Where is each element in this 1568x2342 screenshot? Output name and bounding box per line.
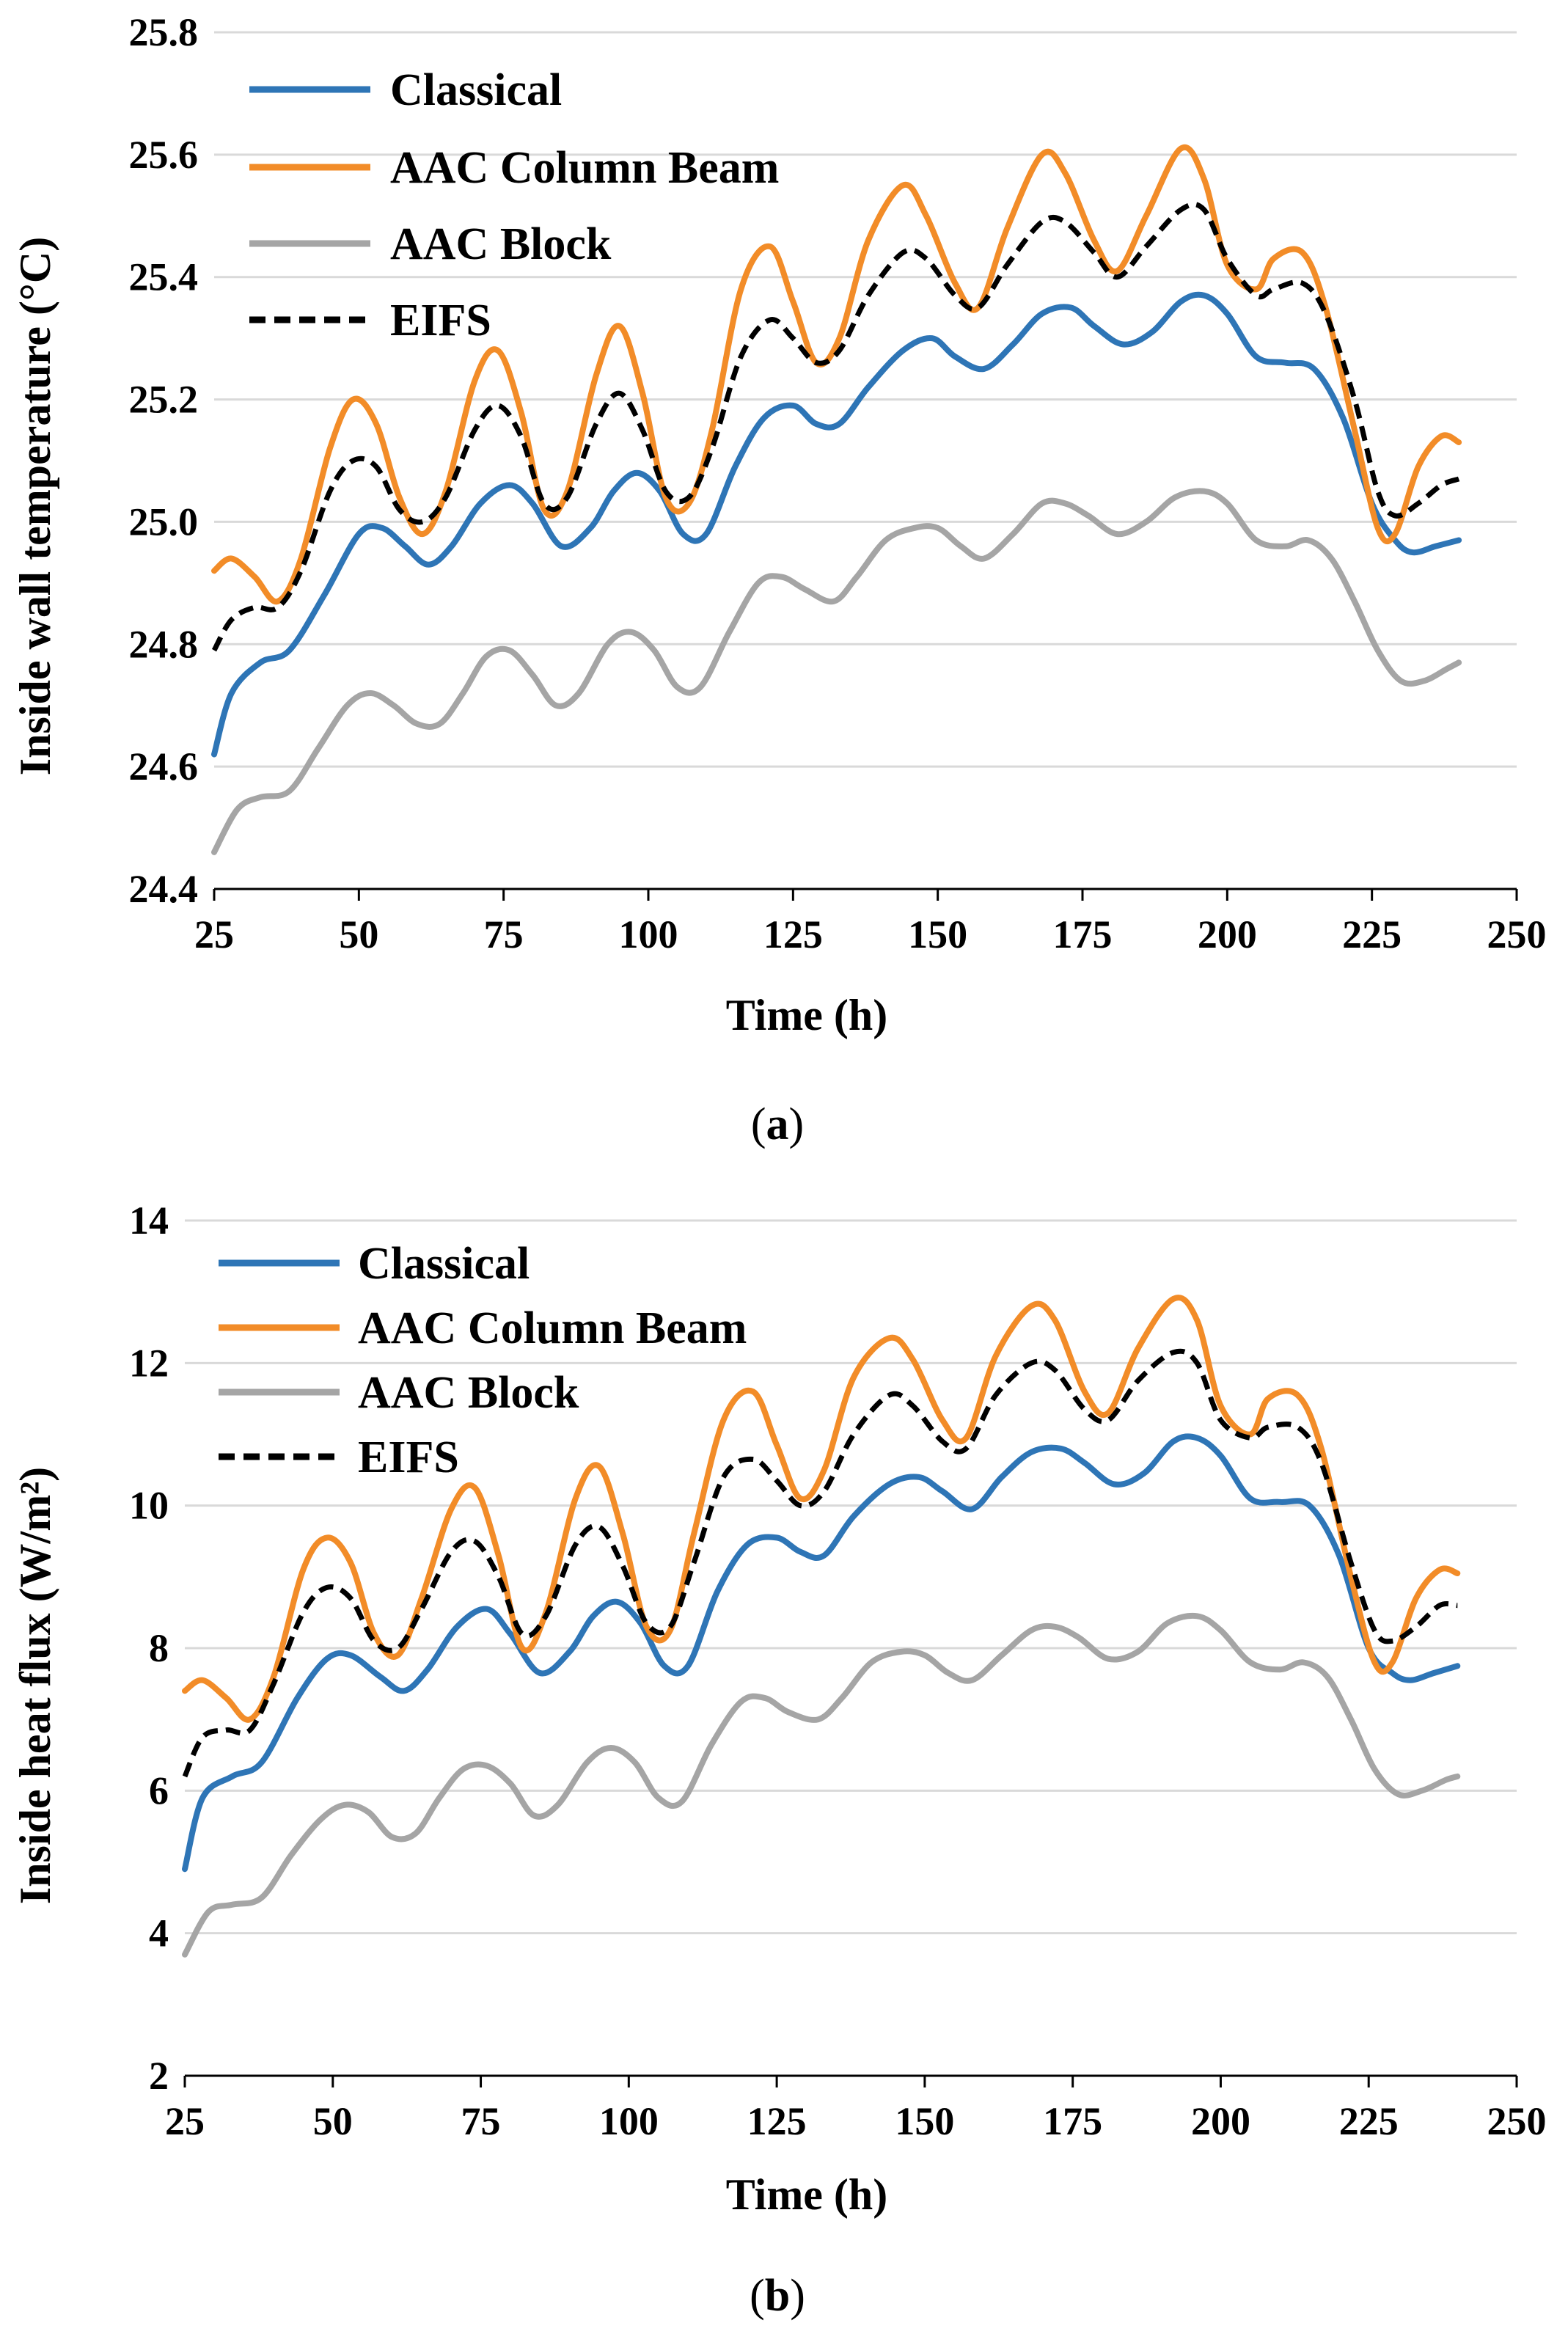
y-tick-label: 10 (129, 1484, 169, 1528)
caption-b: (b) (750, 2271, 805, 2321)
series-line-eifs-a (211, 202, 1460, 652)
y-tick-label: 8 (149, 1626, 169, 1670)
y-tick-label: 6 (149, 1768, 169, 1812)
y-tick-label: 25.6 (129, 133, 199, 177)
legend-label-eifs-a: EIFS (390, 296, 491, 345)
y-tick-label: 25.0 (129, 499, 199, 544)
x-tick-label: 175 (1043, 2099, 1102, 2143)
caption-b-letter: b (765, 2271, 790, 2321)
series-line-classical-b (182, 1433, 1461, 1873)
series-line-aac-block-b (182, 1612, 1461, 1958)
legend-label-aac-block-b: AAC Block (358, 1368, 579, 1418)
x-tick-label: 25 (194, 912, 234, 956)
x-axis-title-b: Time (h) (726, 2170, 888, 2219)
y-tick-label: 12 (129, 1341, 169, 1385)
y-tick-label: 25.8 (129, 10, 199, 54)
legend-label-eifs-b: EIFS (358, 1432, 459, 1482)
tick-labels-a: 24.4 24.6 24.8 25.0 25.2 25.4 25.6 25.8 25 50 75 10… (129, 10, 1547, 956)
legend-label-aac-column-beam-b: AAC Column Beam (358, 1303, 747, 1353)
x-tick-label: 250 (1487, 2099, 1547, 2143)
caption-b-close: ) (790, 2271, 805, 2321)
x-tick-label: 125 (747, 2099, 807, 2143)
y-tick-label: 14 (129, 1199, 169, 1243)
x-tick-label: 75 (461, 2099, 501, 2143)
caption-a-open: ( (751, 1099, 766, 1149)
x-tick-label: 250 (1487, 912, 1547, 956)
caption-a: (a) (751, 1099, 804, 1149)
y-axis-title-b: Inside heat flux (W/m²) (11, 1467, 59, 1904)
x-tick-label: 100 (599, 2099, 659, 2143)
y-tick-label: 24.4 (129, 867, 199, 911)
legend-label-aac-column-beam-a: AAC Column Beam (390, 143, 779, 193)
legend-label-classical-b: Classical (358, 1239, 530, 1289)
plot-area-b (182, 1295, 1461, 1958)
x-tick-label: 125 (763, 912, 823, 956)
legend-a: Classical AAC Column Beam AAC Block EIFS (249, 65, 779, 345)
plot-area-a (211, 144, 1462, 855)
x-tick-label: 225 (1339, 2099, 1399, 2143)
y-tick-label: 25.4 (129, 255, 199, 299)
x-tick-label: 150 (908, 912, 967, 956)
x-tick-label: 50 (339, 912, 378, 956)
y-tick-label: 24.6 (129, 744, 199, 788)
legend-b: Classical AAC Column Beam AAC Block EIFS (219, 1239, 747, 1482)
y-tick-label: 25.2 (129, 378, 199, 422)
caption-a-close: ) (789, 1099, 805, 1149)
legend-label-classical-a: Classical (390, 65, 562, 115)
chart-b: 2 4 6 8 10 12 14 25 50 75 100 125 150 175 200 225 250 Ti… (11, 1199, 1547, 2321)
y-tick-label: 2 (149, 2054, 169, 2098)
y-axis-title-a: Inside wall temperature (°C) (11, 237, 59, 775)
x-tick-label: 175 (1053, 912, 1113, 956)
caption-b-open: ( (750, 2271, 765, 2321)
x-tick-label: 200 (1198, 912, 1257, 956)
caption-a-letter: a (766, 1099, 789, 1149)
series-line-eifs-b (182, 1348, 1458, 1778)
series-line-aac-column-beam-a (211, 144, 1462, 605)
series-line-aac-block-a (211, 488, 1462, 855)
x-tick-label: 200 (1191, 2099, 1250, 2143)
legend-label-aac-block-a: AAC Block (390, 219, 612, 269)
y-tick-label: 24.8 (129, 622, 199, 666)
x-tick-label: 150 (895, 2099, 954, 2143)
x-axis-title-a: Time (h) (726, 991, 888, 1039)
tick-labels-b: 2 4 6 8 10 12 14 25 50 75 100 125 150 175 200 225 250 (129, 1199, 1547, 2143)
x-tick-label: 25 (165, 2099, 205, 2143)
x-tick-label: 75 (484, 912, 524, 956)
x-tick-label: 50 (313, 2099, 353, 2143)
series-line-aac-column-beam-b (182, 1295, 1461, 1723)
grid-lines-b (183, 1219, 1518, 2087)
x-tick-label: 100 (619, 912, 678, 956)
y-tick-label: 4 (149, 1911, 169, 1955)
x-tick-label: 225 (1342, 912, 1402, 956)
series-line-classical-a (211, 291, 1462, 758)
chart-a: 24.4 24.6 24.8 25.0 25.2 25.4 25.6 25.8 25 50 75 10… (11, 10, 1547, 1149)
